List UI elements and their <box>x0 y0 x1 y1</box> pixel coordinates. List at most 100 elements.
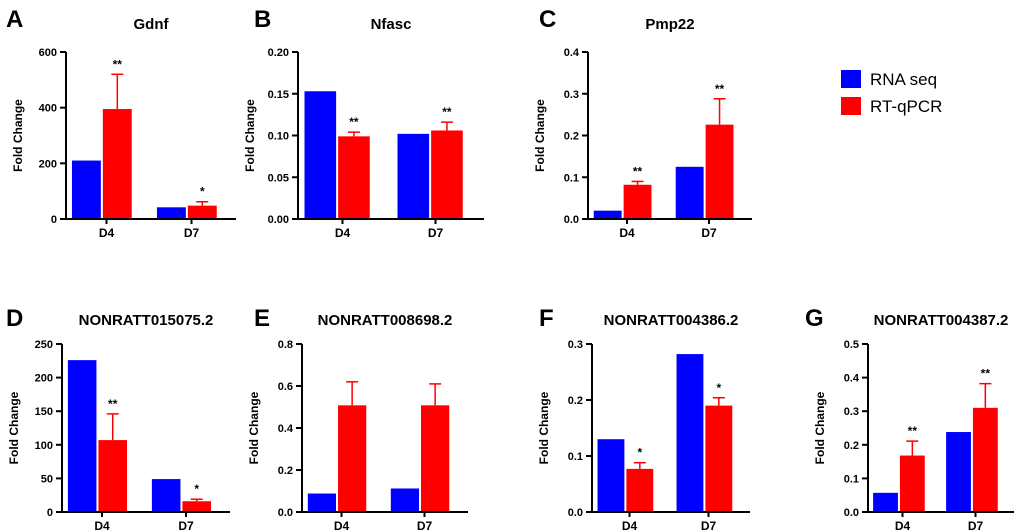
y-tick-label: 250 <box>35 339 53 351</box>
bar-rna-seq-d4 <box>67 360 97 512</box>
y-tick-label: 50 <box>41 473 53 485</box>
y-axis-title: Fold Change <box>813 391 827 464</box>
bar-rna-seq-d4 <box>304 91 337 219</box>
panel-d: D NONRATT015075.2 Fold Change ** D4 * D7 0 50 100… <box>6 305 230 532</box>
y-tick-label: 0.4 <box>278 423 294 435</box>
x-tick-label-d4: D4 <box>94 519 110 532</box>
bar-rna-seq-d7 <box>676 354 704 512</box>
bar-rt-qpcr-d4 <box>102 109 132 219</box>
y-tick-label: 0.1 <box>568 451 583 463</box>
bar-rt-qpcr-d7 <box>705 124 734 219</box>
y-axis-title: Fold Change <box>247 391 261 464</box>
y-tick-label: 0.0 <box>568 507 583 519</box>
significance-marker: ** <box>715 82 725 96</box>
y-tick-label: 0.3 <box>568 339 583 351</box>
y-tick-label: 0.2 <box>564 131 579 143</box>
x-tick-label-d7: D7 <box>701 226 717 240</box>
x-tick-label-d7: D7 <box>428 226 444 240</box>
bar-rna-seq-d7 <box>156 207 186 219</box>
legend-label-rna-seq: RNA seq <box>870 70 937 89</box>
y-axis-title: Fold Change <box>7 391 21 464</box>
x-tick-label-d4: D4 <box>99 226 115 240</box>
y-axis-title: Fold Change <box>11 99 25 172</box>
y-tick-label: 0.2 <box>568 395 583 407</box>
y-tick-label: 0.10 <box>268 131 289 143</box>
bar-rt-qpcr-d4 <box>98 440 127 512</box>
chart-title: Pmp22 <box>645 16 694 33</box>
panel-g: G NONRATT004387.2 Fold Change ** D4 ** D7 0.0 0.… <box>805 305 1014 532</box>
x-tick-label-d4: D4 <box>895 519 911 532</box>
y-tick-label: 0.2 <box>278 465 293 477</box>
y-tick-label: 0.0 <box>844 507 859 519</box>
x-tick-label-d7: D7 <box>178 519 194 532</box>
panel-letter-e: E <box>254 305 270 332</box>
y-tick-label: 0.0 <box>564 214 579 226</box>
significance-marker: ** <box>981 367 991 381</box>
bar-rt-qpcr-d4 <box>899 455 925 512</box>
bar-rt-qpcr-d7 <box>182 501 211 512</box>
bar-rna-seq-d4 <box>593 210 622 219</box>
panel-e: E NONRATT008698.2 Fold Change D4 D7 0.0 0.2 0.4… <box>247 305 468 532</box>
bar-rna-seq-d7 <box>390 488 420 512</box>
chart-title: Nfasc <box>371 16 412 33</box>
significance-marker: ** <box>908 424 918 438</box>
x-tick-label-d4: D4 <box>622 519 638 532</box>
panel-a: A Gdnf Fold Change ** D4 * D7 0 200 400 600 <box>6 6 236 240</box>
significance-marker: * <box>637 446 642 460</box>
significance-marker: ** <box>349 115 359 129</box>
chart-title: NONRATT004386.2 <box>604 312 739 329</box>
bar-rt-qpcr-d7 <box>972 407 998 512</box>
significance-marker: ** <box>108 397 118 411</box>
y-tick-label: 600 <box>39 47 57 59</box>
y-tick-label: 0.00 <box>268 214 289 226</box>
legend-swatch-rna-seq <box>841 70 861 88</box>
legend: RNA seq RT-qPCR <box>841 70 942 116</box>
bar-rt-qpcr-d7 <box>431 130 463 219</box>
x-tick-label-d4: D4 <box>619 226 635 240</box>
bar-rna-seq-d4 <box>307 493 337 512</box>
y-tick-label: 0.3 <box>844 406 859 418</box>
significance-marker: ** <box>633 164 643 178</box>
chart-title: NONRATT008698.2 <box>318 312 453 329</box>
bar-rna-seq-d7 <box>675 166 704 219</box>
y-tick-label: 0.5 <box>844 339 859 351</box>
significance-marker: ** <box>442 105 452 119</box>
bar-rna-seq-d4 <box>597 439 625 512</box>
significance-marker: * <box>716 381 721 395</box>
y-tick-label: 150 <box>35 406 53 418</box>
y-tick-label: 0.0 <box>278 507 293 519</box>
bar-rna-seq-d4 <box>71 160 101 219</box>
y-tick-label: 0.05 <box>268 172 289 184</box>
bar-rt-qpcr-d4 <box>338 136 370 219</box>
x-tick-label-d7: D7 <box>968 519 984 532</box>
bar-rt-qpcr-d4 <box>338 405 367 512</box>
y-tick-label: 0.2 <box>844 440 859 452</box>
chart-title: NONRATT004387.2 <box>874 312 1009 329</box>
significance-marker: ** <box>113 57 123 71</box>
bar-rt-qpcr-d4 <box>623 184 652 219</box>
y-tick-label: 200 <box>35 373 53 385</box>
y-tick-label: 0.4 <box>844 373 860 385</box>
x-tick-label-d4: D4 <box>334 519 350 532</box>
y-axis-title: Fold Change <box>243 99 257 172</box>
chart-title: Gdnf <box>134 16 170 33</box>
significance-marker: * <box>200 185 205 199</box>
bar-rna-seq-d7 <box>397 133 430 219</box>
y-tick-label: 0.8 <box>278 339 293 351</box>
bar-rt-qpcr-d7 <box>187 205 217 219</box>
bar-rna-seq-d7 <box>946 432 971 512</box>
y-tick-label: 0.1 <box>844 473 859 485</box>
y-axis-title: Fold Change <box>533 99 547 172</box>
legend-swatch-rt-qpcr <box>841 97 861 115</box>
y-tick-label: 0.4 <box>564 47 580 59</box>
legend-label-rt-qpcr: RT-qPCR <box>870 97 942 116</box>
panel-c: C Pmp22 Fold Change ** D4 ** D7 0.0 0.1 0.2 0.3 0.4 <box>533 6 752 240</box>
chart-title: NONRATT015075.2 <box>79 312 214 329</box>
y-axis-title: Fold Change <box>537 391 551 464</box>
bar-rna-seq-d4 <box>873 492 898 512</box>
y-tick-label: 200 <box>39 158 57 170</box>
panel-b: B Nfasc Fold Change ** D4 ** D7 0.00 0.05 0.10 0.1… <box>243 6 484 240</box>
y-tick-label: 0 <box>51 214 57 226</box>
bar-rt-qpcr-d4 <box>626 468 654 512</box>
